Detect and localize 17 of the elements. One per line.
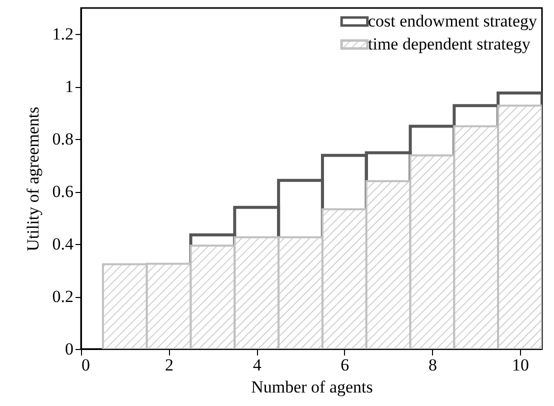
y-tick-label: 0.2	[52, 287, 74, 306]
y-tick-label: 0	[65, 340, 74, 358]
x-tick-label: 2	[165, 356, 174, 374]
x-tick-label: 6	[340, 356, 350, 374]
legend-label: time dependent strategy	[368, 34, 531, 54]
y-tick-label: 1	[65, 77, 74, 96]
y-tick-label: 1.2	[52, 24, 74, 44]
legend-label: cost endowment strategy	[368, 12, 538, 30]
y-axis-title: Utility of agreements	[23, 106, 42, 252]
x-tick-label: 10	[512, 356, 530, 374]
y-tick-label: 0.8	[52, 130, 74, 149]
x-tick-label: 0	[82, 356, 90, 374]
x-tick-label: 4	[252, 356, 262, 374]
x-axis-title: Number of agents	[251, 378, 373, 396]
y-tick-label: 0.6	[52, 182, 74, 202]
y-tick-label: 0.4	[52, 234, 74, 254]
x-tick-label: 8	[428, 356, 437, 374]
